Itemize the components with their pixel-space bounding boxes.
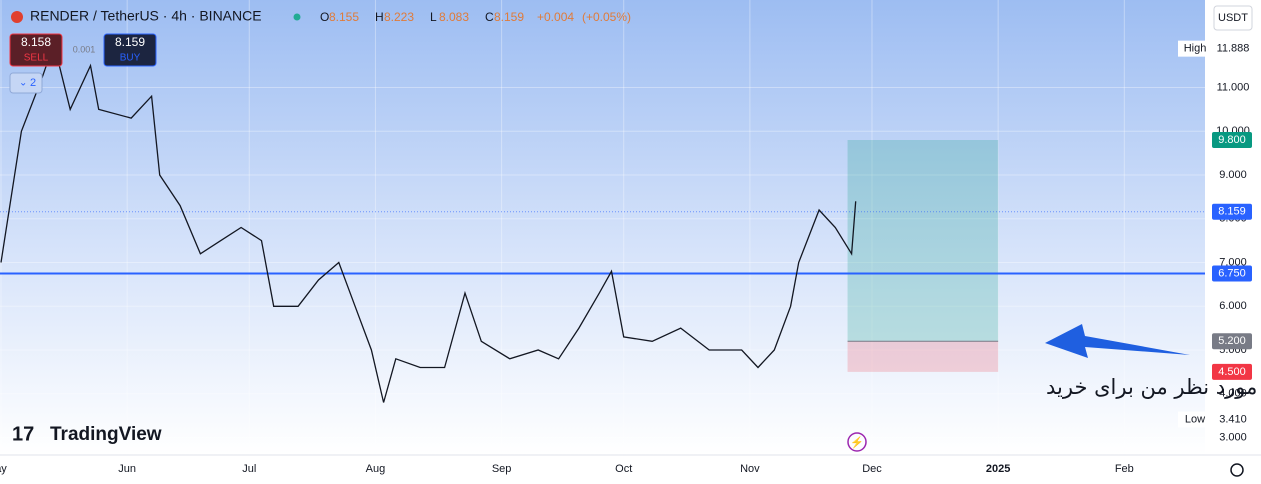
symbol-icon [11, 11, 23, 23]
x-tick-label: Sep [492, 463, 512, 475]
annotation: محدوده مورد نظر من برای خرید [1046, 375, 1261, 399]
chevron: ⌄ [19, 78, 27, 89]
sell-button[interactable] [9, 33, 63, 67]
profit-zone [847, 140, 999, 342]
x-tick-label: Dec [862, 463, 882, 475]
ohlc-value: 8.083 [439, 10, 469, 24]
price-tag [1212, 363, 1252, 380]
high-key: High [1184, 43, 1207, 55]
price-tag [1212, 203, 1252, 220]
x-tick-label: Nov [740, 463, 760, 475]
ohlc-key: H [375, 10, 384, 24]
symbol-title: RENDER / TetherUS · 4h · BINANCE [30, 8, 262, 24]
y-tick-label: 11.000 [1217, 81, 1250, 93]
high-value: 11.888 [1217, 43, 1250, 55]
events-icon[interactable] [847, 432, 867, 452]
y-tick-label: 9.000 [1219, 169, 1247, 181]
sell-price[interactable]: 8.158 [21, 35, 51, 49]
sell-label[interactable]: SELL [24, 53, 49, 64]
buy-button[interactable] [103, 33, 157, 67]
buy-label[interactable]: BUY [120, 53, 141, 64]
loss-zone [847, 341, 999, 372]
price-tag [1212, 132, 1252, 148]
high-tag [1178, 40, 1254, 57]
x-tick-label: ay [0, 463, 7, 475]
market-status [293, 13, 301, 21]
spread: 0.001 [73, 44, 96, 54]
low-value: 3.410 [1219, 413, 1247, 425]
ohlc-key: L [430, 10, 437, 24]
y-tick-label: 4.000 [1219, 388, 1247, 400]
x-tick-label: Oct [615, 463, 632, 475]
x-tick-label: Feb [1115, 463, 1134, 475]
logo-mark: 17 [12, 423, 34, 445]
x-tick-label: Aug [366, 463, 386, 475]
ohlc-value: 8.159 [494, 10, 524, 24]
low-tag [1178, 411, 1254, 428]
ohlc-key: C [485, 10, 494, 24]
settings-icon[interactable] [1230, 463, 1244, 477]
price-tag-label: 9.800 [1218, 134, 1246, 146]
x-tick-label: Jul [242, 463, 256, 475]
change-pct: (+0.05%) [582, 10, 631, 24]
orders-toggle[interactable] [9, 72, 43, 94]
events-glyph: ⚡ [850, 436, 864, 449]
price-tag [1212, 265, 1252, 282]
buy-price[interactable]: 8.159 [115, 35, 145, 49]
price-tag-label: 8.159 [1218, 206, 1246, 218]
low-key: Low [1185, 413, 1205, 425]
plot-area [0, 0, 1205, 455]
currency-button[interactable] [1213, 5, 1253, 31]
y-tick-label: 6.000 [1219, 300, 1247, 312]
x-tick-label: Jun [118, 463, 136, 475]
logo-text: TradingView [50, 424, 162, 445]
price-tag-label: 4.500 [1218, 366, 1246, 378]
arrow [1045, 324, 1190, 358]
price-line [0, 41, 857, 403]
ohlc-value: 8.155 [329, 10, 359, 24]
orders-count[interactable]: 2 [30, 77, 36, 89]
x-tick-label: 2025 [986, 463, 1010, 475]
y-tick-label: 3.000 [1219, 431, 1247, 443]
ohlc-key: O [320, 10, 329, 24]
change: +0.004 [537, 10, 574, 24]
price-tag-label: 6.750 [1218, 267, 1246, 279]
y-tick-label: 7.000 [1219, 256, 1247, 268]
ohlc-value: 8.223 [384, 10, 414, 24]
price-tag-label: 5.200 [1218, 335, 1246, 347]
price-tag [1212, 333, 1252, 350]
currency[interactable]: USDT [1218, 12, 1248, 24]
